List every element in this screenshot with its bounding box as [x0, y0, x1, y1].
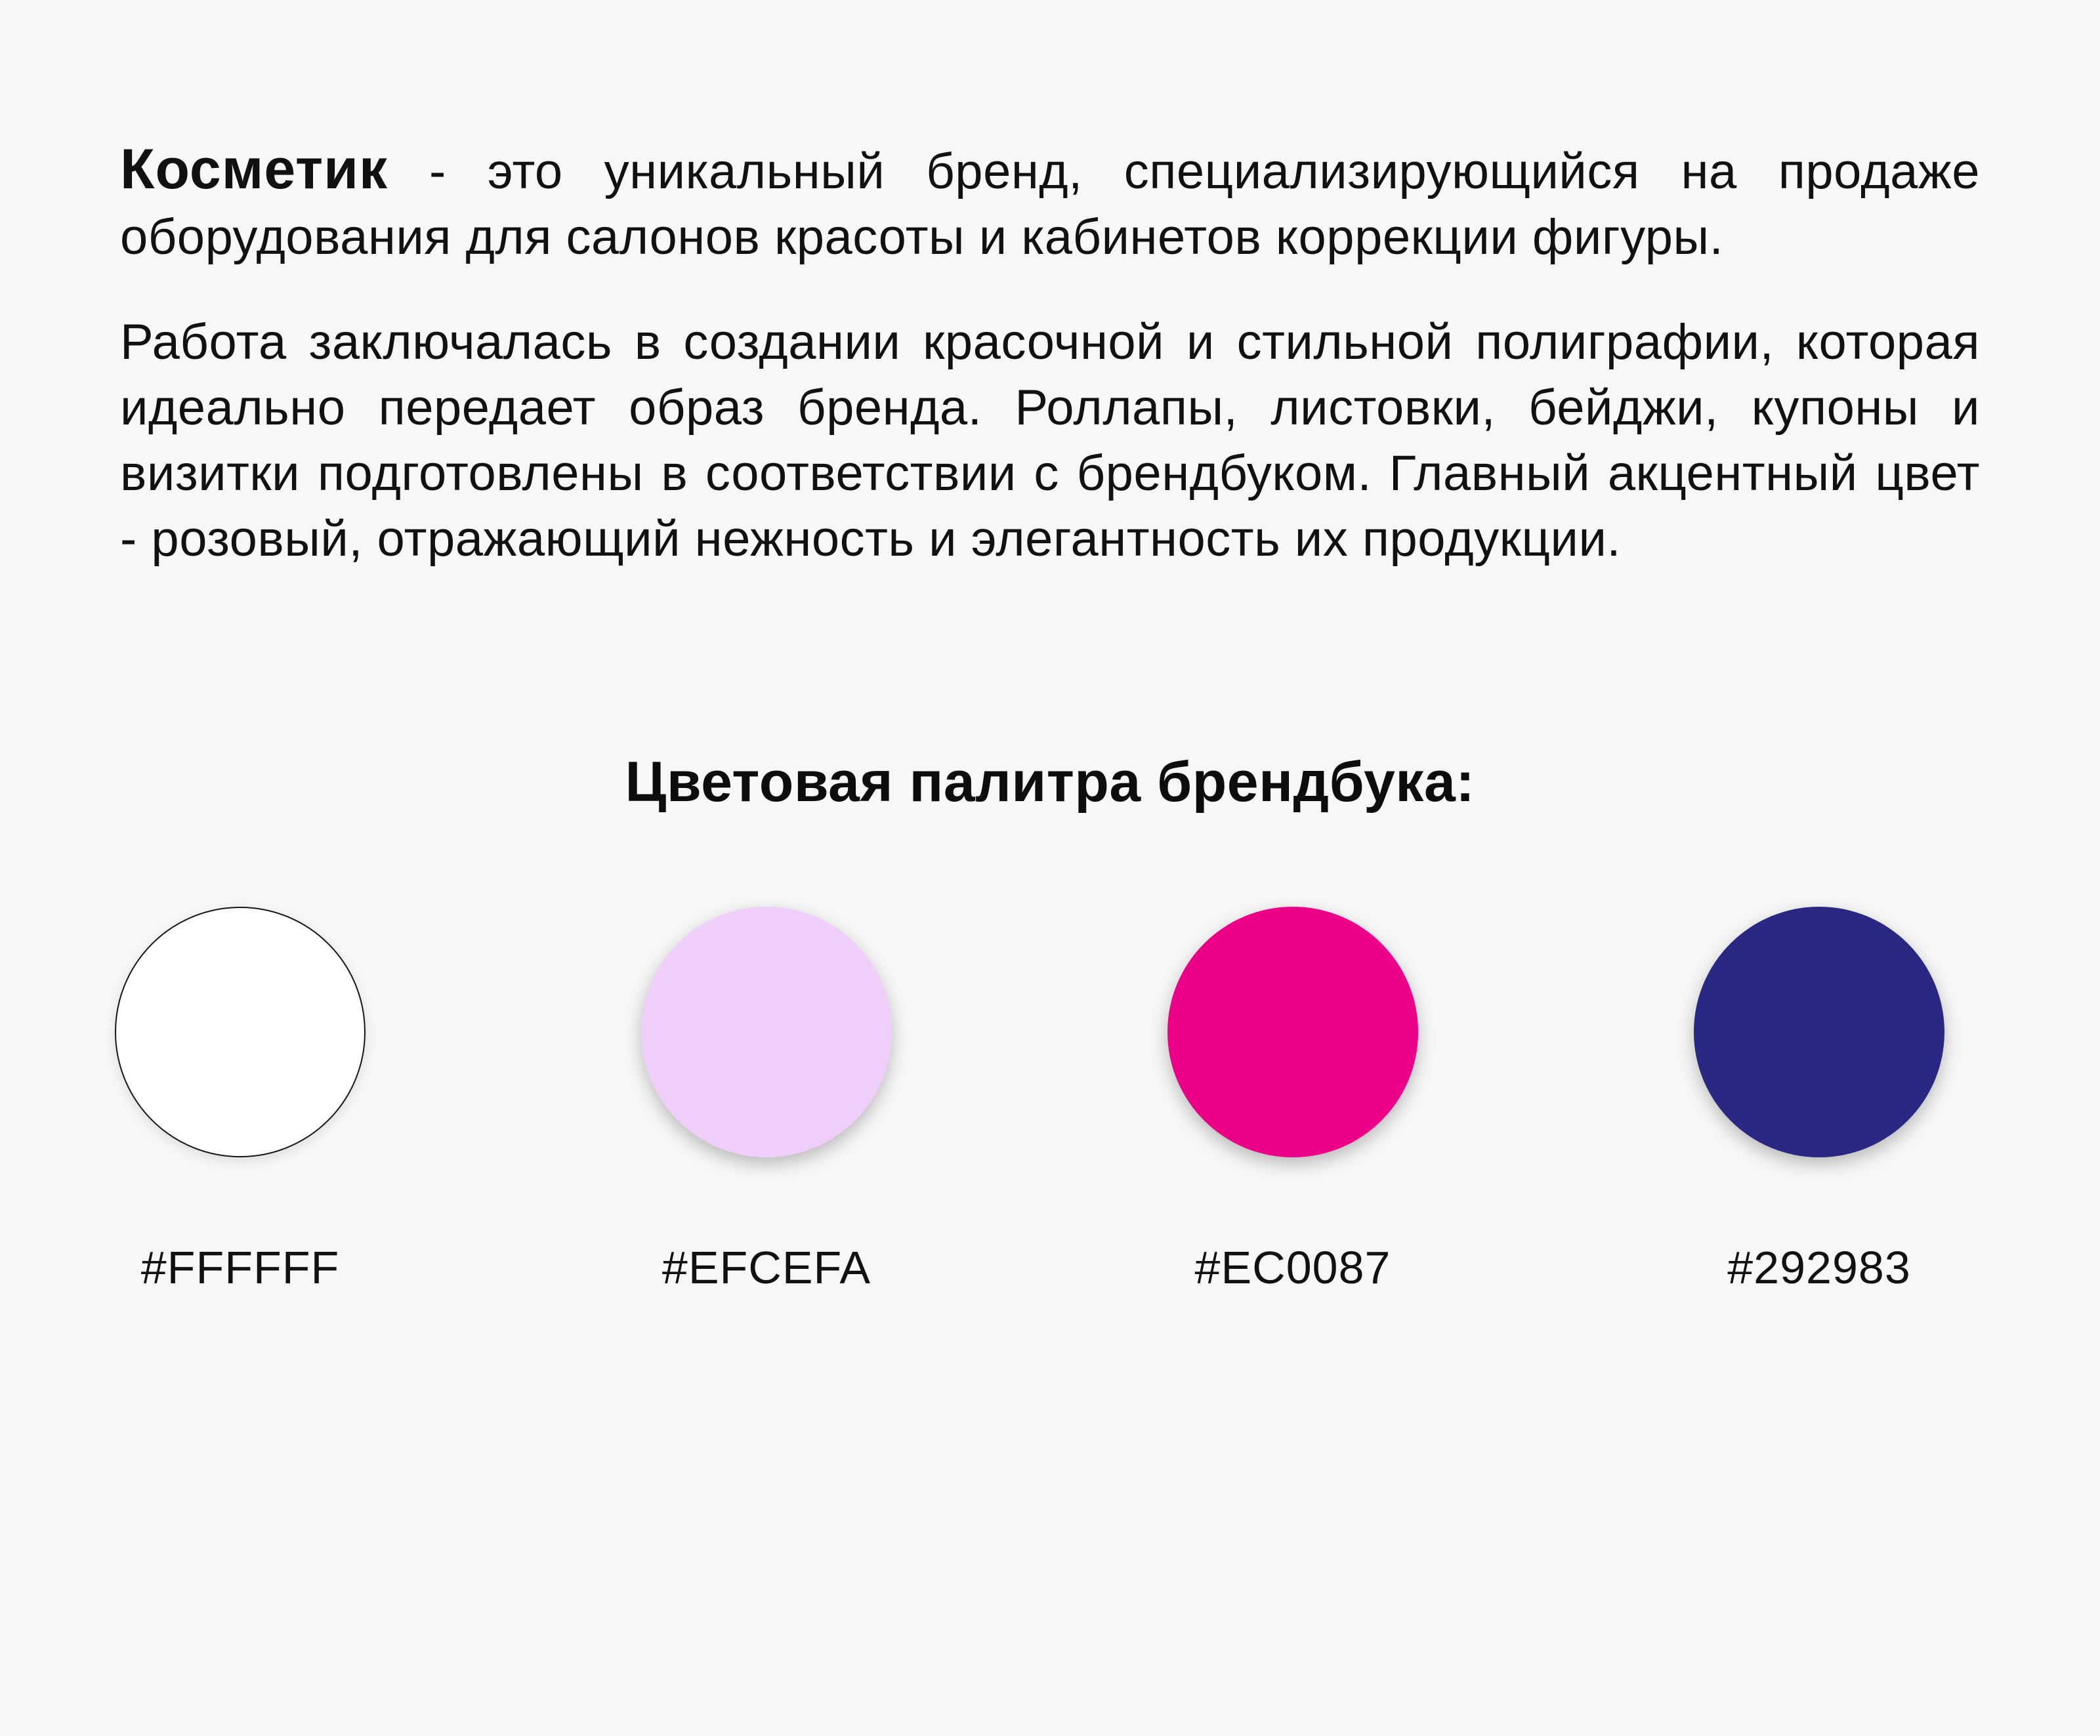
swatch-circle-pink [1167, 907, 1418, 1157]
swatch-label: #292983 [1727, 1242, 1911, 1293]
palette-row: #FFFFFF #EFCEFA #EC0087 #292983 [0, 907, 2100, 1294]
swatch-white: #FFFFFF [115, 907, 366, 1294]
brandbook-page: Косметик - это уникальный бренд, специал… [0, 136, 2100, 1736]
swatch-circle-navy [1694, 907, 1944, 1157]
swatch-label: #FFFFFF [140, 1242, 340, 1293]
swatch-circle-white [115, 907, 366, 1157]
description-paragraph: Работа заключалась в создании красочной … [120, 314, 1980, 567]
intro-text: - это уникальный бренд, специализирующий… [120, 144, 1980, 265]
palette-heading: Цветовая палитра брендбука: [625, 751, 1475, 814]
swatch-label: #EFCEFA [662, 1242, 872, 1293]
swatch-light-pink: #EFCEFA [641, 907, 892, 1294]
brand-name: Косметик [120, 138, 388, 201]
swatch-circle-light-pink [641, 907, 892, 1157]
swatch-pink: #EC0087 [1167, 907, 1418, 1294]
swatch-navy: #292983 [1694, 907, 1944, 1294]
text-content: Косметик - это уникальный бренд, специал… [0, 136, 2100, 818]
intro-paragraph: Косметик - это уникальный бренд, специал… [120, 136, 1980, 270]
swatch-label: #EC0087 [1194, 1242, 1391, 1293]
